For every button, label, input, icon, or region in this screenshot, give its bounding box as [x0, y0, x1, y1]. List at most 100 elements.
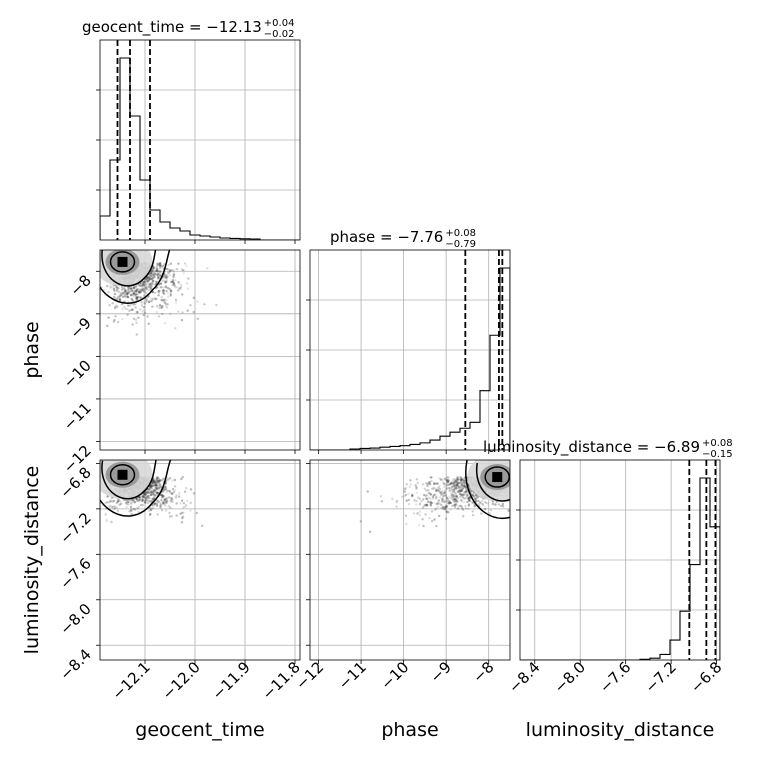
- sample-point: [443, 477, 447, 480]
- sample-point: [102, 288, 106, 291]
- sample-point: [160, 279, 164, 283]
- sample-point: [182, 511, 185, 514]
- sample-point: [118, 299, 122, 302]
- sample-point: [455, 500, 458, 503]
- sample-point: [474, 499, 478, 502]
- sample-point: [454, 484, 458, 488]
- sample-point: [433, 482, 436, 485]
- sample-point: [165, 491, 168, 494]
- sample-point: [131, 501, 134, 504]
- sample-point: [446, 483, 449, 487]
- sample-point: [152, 493, 156, 497]
- sample-point: [515, 486, 517, 488]
- x-tick-label: −6.8: [687, 658, 725, 696]
- sample-point: [126, 296, 130, 299]
- sample-point: [159, 479, 162, 482]
- sample-point: [439, 491, 442, 494]
- x-tick-label: −12.1: [109, 658, 154, 703]
- sample-point: [484, 501, 488, 504]
- sample-point: [143, 311, 146, 315]
- sample-point: [134, 294, 137, 297]
- contour-line: [109, 464, 136, 486]
- sample-point: [155, 478, 159, 481]
- sample-point: [452, 500, 456, 503]
- sample-point: [154, 484, 157, 487]
- sample-point: [454, 495, 458, 498]
- sample-point: [146, 277, 149, 281]
- sample-point: [169, 290, 172, 294]
- sample-point: [142, 289, 145, 292]
- sample-point: [433, 482, 436, 486]
- sample-point: [169, 289, 173, 292]
- sample-point: [430, 510, 434, 513]
- sample-point: [433, 508, 437, 512]
- sample-point: [150, 489, 153, 493]
- sample-point: [149, 507, 152, 510]
- sample-point: [429, 501, 433, 504]
- sample-point: [440, 506, 443, 509]
- sample-point: [137, 284, 140, 287]
- sample-point: [136, 296, 139, 299]
- sample-point: [134, 302, 137, 306]
- sample-point: [432, 486, 435, 490]
- sample-point: [153, 276, 156, 279]
- sample-point: [165, 501, 168, 504]
- sample-point: [489, 509, 493, 512]
- sample-point: [411, 495, 414, 498]
- sample-point: [429, 493, 432, 496]
- sample-point: [513, 481, 515, 483]
- sample-point: [107, 316, 110, 319]
- sample-point: [438, 496, 442, 499]
- sample-point: [158, 289, 161, 293]
- sample-point: [164, 280, 167, 283]
- sample-point: [162, 289, 165, 292]
- sample-point: [155, 267, 158, 270]
- sample-point: [471, 494, 474, 497]
- y-tick-label: −7.2: [56, 509, 94, 547]
- sample-point: [153, 297, 157, 300]
- sample-point: [170, 498, 174, 501]
- sample-point: [105, 501, 109, 504]
- sample-point: [146, 495, 149, 498]
- sample-point: [478, 501, 482, 504]
- sample-point: [409, 479, 412, 482]
- sample-point: [463, 479, 466, 482]
- sample-point: [138, 288, 141, 291]
- sample-point: [177, 262, 180, 265]
- sample-point: [112, 287, 116, 290]
- sample-point: [124, 307, 127, 311]
- sample-point: [460, 478, 463, 482]
- sample-point: [422, 498, 425, 501]
- sample-point: [166, 273, 169, 276]
- sample-point: [131, 288, 134, 291]
- sample-point: [441, 507, 445, 510]
- sample-point: [183, 490, 187, 493]
- sample-point: [434, 507, 438, 511]
- sample-point: [454, 503, 458, 506]
- sample-point: [428, 501, 431, 504]
- sample-point: [175, 514, 178, 517]
- sample-point: [454, 492, 457, 495]
- sample-point: [174, 496, 177, 499]
- sample-point: [414, 484, 417, 487]
- sample-point: [145, 286, 148, 289]
- sample-point: [437, 499, 441, 502]
- sample-point: [477, 503, 480, 506]
- sample-point: [147, 288, 150, 292]
- sample-point: [445, 511, 449, 514]
- sample-point: [456, 478, 459, 481]
- sample-point: [486, 502, 489, 505]
- sample-point: [185, 504, 188, 507]
- sample-point: [433, 518, 436, 521]
- sample-point: [138, 296, 142, 299]
- sample-point: [165, 489, 169, 492]
- sample-point: [141, 280, 145, 284]
- sample-point: [167, 263, 170, 267]
- sample-point: [442, 505, 445, 509]
- sample-point: [443, 507, 446, 510]
- sample-point: [435, 482, 438, 485]
- sample-point: [163, 301, 166, 304]
- sample-point: [105, 519, 108, 522]
- sample-point: [182, 506, 185, 509]
- sample-point: [151, 492, 155, 496]
